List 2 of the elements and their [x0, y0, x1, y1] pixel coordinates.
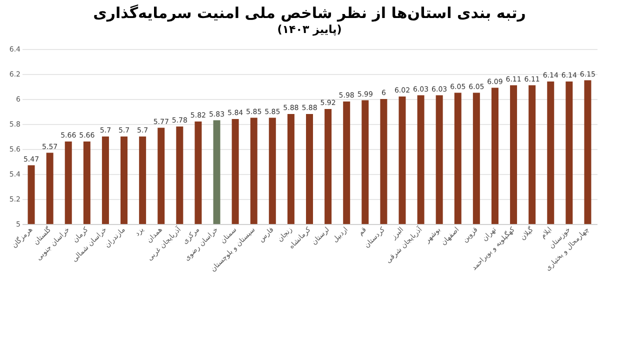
chart-title: رتبه بندی استان‌ها از نظر شاخص ملی امنیت سرمایه‌گذاری	[93, 4, 526, 22]
chart-subtitle: (پاییز ۱۴۰۳)	[277, 23, 342, 36]
